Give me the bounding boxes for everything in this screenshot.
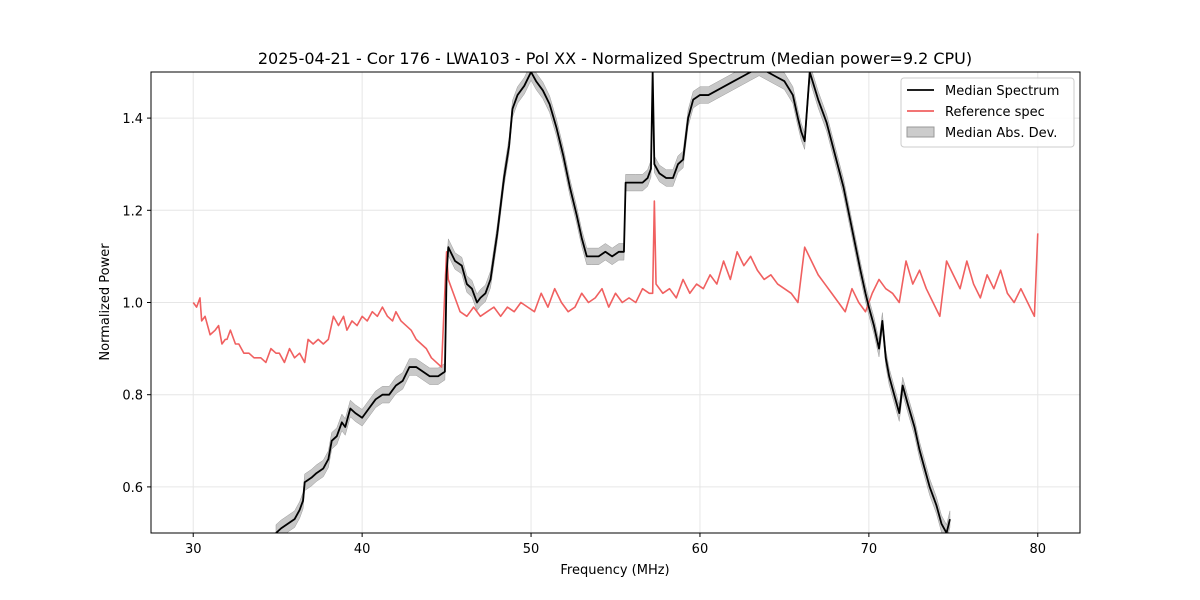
legend-median-label: Median Spectrum	[945, 84, 1059, 99]
x-axis-label: Frequency (MHz)	[560, 563, 669, 578]
y-tick-label: 1.4	[122, 112, 143, 127]
reference-spec-line	[192, 200, 1039, 368]
legend-reference-label: Reference spec	[945, 105, 1045, 120]
x-axis-ticks: 30 40 50 60 70 80	[185, 533, 1046, 557]
y-tick-label: 1.0	[122, 297, 143, 312]
x-tick-label: 40	[354, 542, 371, 557]
x-tick-label: 50	[523, 542, 540, 557]
legend-mad-swatch	[906, 126, 935, 138]
x-tick-label: 80	[1029, 542, 1046, 557]
median-spectrum-line	[275, 72, 951, 533]
y-tick-label: 1.2	[122, 204, 143, 219]
legend-mad-label: Median Abs. Dev.	[945, 126, 1057, 141]
y-axis-ticks: 0.6 0.8 1.0 1.2 1.4	[122, 112, 151, 496]
legend-box	[900, 77, 1075, 148]
legend: Median Spectrum Reference spec Median Ab…	[900, 77, 1075, 148]
x-tick-label: 70	[861, 542, 878, 557]
plot-area	[150, 71, 1081, 534]
y-tick-label: 0.8	[122, 389, 143, 404]
x-tick-label: 60	[692, 542, 709, 557]
mad-band	[275, 72, 951, 533]
series-layer	[192, 72, 1039, 533]
y-tick-label: 0.6	[122, 481, 143, 496]
x-tick-label: 30	[185, 542, 202, 557]
chart-title: 2025-04-21 - Cor 176 - LWA103 - Pol XX -…	[258, 49, 972, 68]
y-axis-label: Normalized Power	[98, 243, 113, 361]
